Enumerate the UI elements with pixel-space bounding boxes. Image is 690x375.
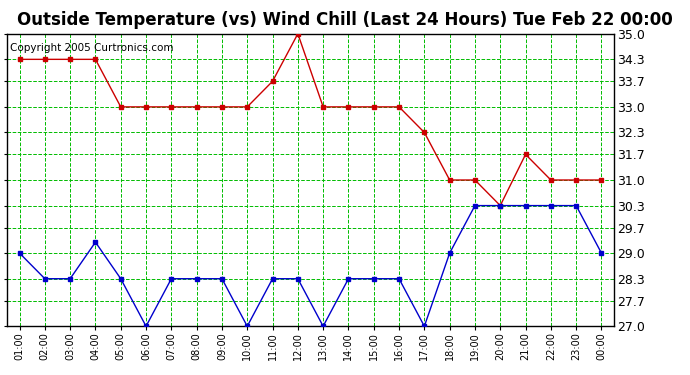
Text: Outside Temperature (vs) Wind Chill (Last 24 Hours) Tue Feb 22 00:00: Outside Temperature (vs) Wind Chill (Las…: [17, 11, 673, 29]
Text: Copyright 2005 Curtronics.com: Copyright 2005 Curtronics.com: [10, 42, 173, 52]
